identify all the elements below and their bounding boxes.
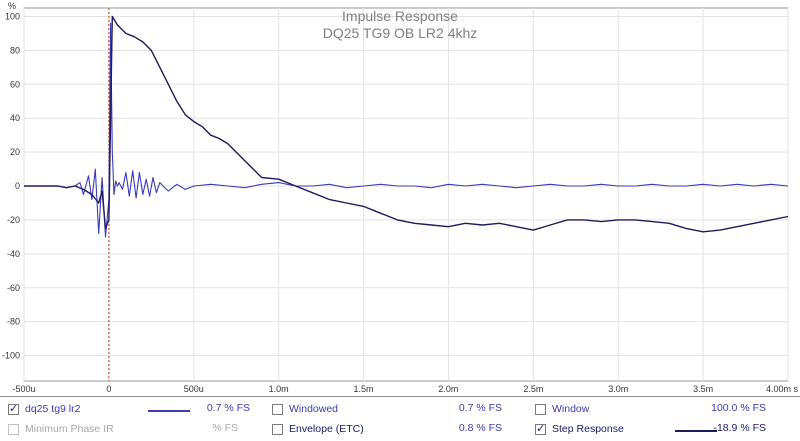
y-axis-label: % xyxy=(8,1,16,11)
y-tick-label: 80 xyxy=(10,45,20,55)
y-tick-label: 60 xyxy=(10,79,20,89)
step-response-line-swatch xyxy=(675,430,717,432)
minimum-phase-label: Minimum Phase IR xyxy=(25,423,114,435)
x-tick-label: 4.00m s xyxy=(766,384,799,394)
legend-item-envelope[interactable]: Envelope (ETC) xyxy=(272,419,364,439)
chart-subtitle: DQ25 TG9 OB LR2 4khz xyxy=(323,25,478,41)
y-tick-label: 0 xyxy=(15,181,20,191)
y-tick-label: -40 xyxy=(7,249,20,259)
x-tick-label: 1.0m xyxy=(269,384,289,394)
envelope-checkbox[interactable] xyxy=(272,423,283,435)
step-response-label: Step Response xyxy=(552,423,624,435)
ir-checkbox[interactable] xyxy=(8,402,19,415)
legend-item-step-response[interactable]: Step Response xyxy=(535,419,624,439)
x-tick-label: 2.5m xyxy=(523,384,543,394)
y-tick-label: 20 xyxy=(10,147,20,157)
step-response-line xyxy=(24,15,789,233)
x-tick-label: 3.0m xyxy=(608,384,628,394)
y-tick-label: 100 xyxy=(5,11,20,21)
step-response-value: -18.9 % FS xyxy=(713,422,766,434)
minimum-phase-checkbox[interactable] xyxy=(8,423,19,435)
plot-frame xyxy=(23,7,789,382)
y-tick-label: -80 xyxy=(7,317,20,327)
y-tick-label: -100 xyxy=(2,351,20,361)
legend-item-window[interactable]: Window xyxy=(535,399,589,419)
step-response-checkbox[interactable] xyxy=(535,422,546,435)
window-checkbox[interactable] xyxy=(535,403,546,415)
ir-value: 0.7 % FS xyxy=(206,402,250,414)
windowed-label: Windowed xyxy=(289,403,339,415)
impulse-response-chart: 100 80 60 40 20 0 -20 -40 -60 -80 -100% -500u 0 500u 1… xyxy=(2,1,799,394)
x-tick-label: -500u xyxy=(12,384,35,394)
window-label: Window xyxy=(552,403,590,415)
window-value: 100.0 % FS xyxy=(711,402,766,414)
minimum-phase-value: % FS xyxy=(212,422,238,434)
y-tick-label: -60 xyxy=(7,283,20,293)
chart-area: 100 80 60 40 20 0 -20 -40 -60 -80 -100% -500u 0 500u 1… xyxy=(2,1,799,394)
envelope-value: 0.8 % FS xyxy=(458,422,502,434)
legend-item-windowed[interactable]: Windowed xyxy=(272,399,338,419)
ir-label: dq25 tg9 lr2 xyxy=(25,403,81,415)
x-tick-label: 0 xyxy=(106,384,111,394)
x-tick-label: 500u xyxy=(184,384,204,394)
windowed-checkbox[interactable] xyxy=(272,403,283,415)
x-tick-label: 3.5m xyxy=(693,384,713,394)
chart-title: Impulse Response xyxy=(342,8,458,24)
envelope-label: Envelope (ETC) xyxy=(289,423,364,435)
windowed-value: 0.7 % FS xyxy=(458,402,502,414)
y-tick-label: -20 xyxy=(7,215,20,225)
x-tick-label: 2.0m xyxy=(438,384,458,394)
ir-line-swatch xyxy=(148,410,190,412)
legend-panel: dq25 tg9 lr2 0.7 % FS Windowed 0.7 % FS … xyxy=(0,396,800,441)
legend-item-ir[interactable]: dq25 tg9 lr2 xyxy=(8,399,80,419)
x-tick-label: 1.5m xyxy=(354,384,374,394)
legend-item-minimum-phase[interactable]: Minimum Phase IR xyxy=(8,419,114,439)
y-tick-label: 40 xyxy=(10,113,20,123)
